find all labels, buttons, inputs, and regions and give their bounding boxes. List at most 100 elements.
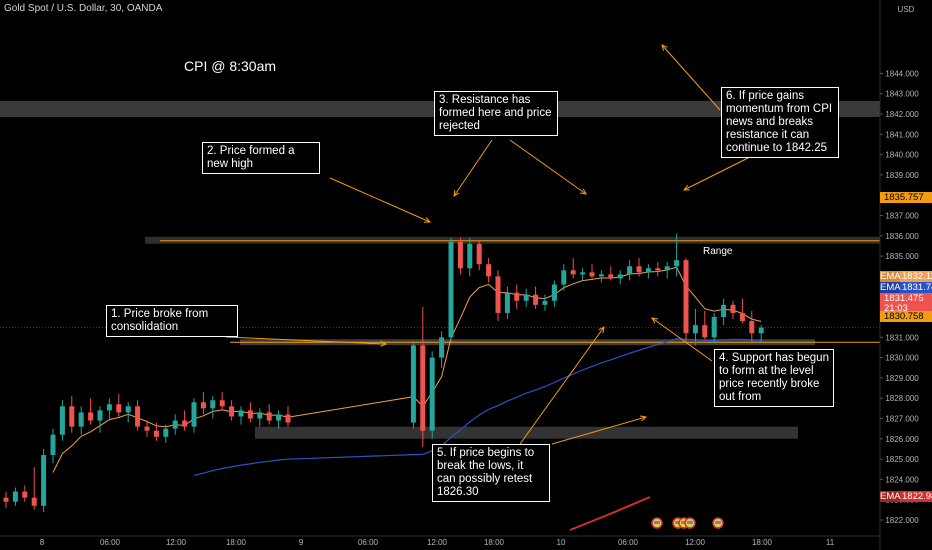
candle [486,258,492,283]
time-tick-label: 8 [40,538,45,547]
candle-body [702,325,708,338]
time-tick-label: 12:00 [427,538,448,547]
candle-body [153,430,159,437]
time-tick-label: 06:00 [358,538,379,547]
candle-body [730,304,736,313]
symbol-title: Gold Spot / U.S. Dollar, 30, OANDA [4,3,163,14]
candle-body [504,292,510,313]
news-flag-icon [684,517,696,529]
candle [551,280,557,307]
candle [41,448,47,512]
candle-body [457,241,463,269]
ema-fast-tag-value: 1832.110 [902,271,932,282]
note-1[interactable]: 1. Price broke from consolidation [106,305,238,337]
candle [172,414,178,435]
note-2[interactable]: 2. Price formed a new high [202,142,320,174]
ema-fast-line [52,266,762,473]
arrow-shaft [519,326,605,445]
arrow-note4 [651,317,713,362]
candle-body [448,241,454,338]
ema-mid-tag-label: EMA [880,282,901,293]
candle [476,239,482,271]
price-tick-label: 1829.000 [885,374,919,383]
news-flag-icon [712,517,724,529]
candle-body [200,402,206,409]
arrow-note2 [329,177,432,223]
candle [589,264,595,279]
candle [22,485,28,502]
candle-body [172,420,178,429]
flag-stripe [675,521,681,524]
candle [144,420,150,437]
candle-body [542,300,548,305]
time-tick-label: 06:00 [100,538,121,547]
candle-body [551,284,557,301]
candle-body [247,410,253,419]
candle-body [495,276,501,313]
candle [495,270,501,322]
candle-body [22,491,28,498]
note-6[interactable]: 6. If price gains momentum from CPI news… [721,87,839,158]
candle [106,398,112,421]
candle-body [589,272,595,277]
candle [420,306,426,447]
arrow-note5a [519,326,605,445]
candle-body [410,345,416,423]
candle-body [645,268,651,273]
event-markers [651,517,724,529]
ema-fast-tag-label: EMA [880,271,901,282]
range-label: Range [703,246,733,257]
price-tick-label: 1837.000 [885,212,919,221]
candle [439,331,445,368]
note-4[interactable]: 4. Support has begun to form at the leve… [714,349,834,407]
price-tick-label: 1825.000 [885,455,919,464]
price-tick-label: 1835.000 [885,252,919,261]
candle-body [608,274,614,279]
candle-body [163,428,169,437]
candle-body [69,406,75,427]
arrow-note6a [661,44,721,111]
candle [702,310,708,340]
candle [97,406,103,433]
candle [31,467,37,510]
arrow-head [640,415,648,422]
candle [664,262,670,279]
candles [3,233,764,512]
candle-body [229,406,235,417]
candle [429,351,435,439]
candle [3,491,9,508]
candle-body [41,455,47,506]
candle-body [598,274,604,277]
flag-stripe [715,521,721,524]
time-tick-label: 9 [299,538,304,547]
candle [721,298,727,326]
arrow-shaft [509,139,587,195]
candle [448,237,454,342]
candle [200,392,206,415]
note-5[interactable]: 5. If price begins to break the lows, it… [432,444,550,502]
candle-body [476,243,482,265]
candle-body [514,292,520,301]
ema-slow-tag: EMA1822.982 [880,491,932,502]
candle-body [97,410,103,421]
candle [247,402,253,423]
note-3[interactable]: 3. Resistance has formed here and price … [434,91,558,136]
candle [598,270,604,283]
candle [219,392,225,411]
ema-slow-line [569,496,651,531]
ema-slow-tag-value: 1822.982 [902,491,932,502]
candle-body [78,412,84,427]
candle-body [674,260,680,267]
candle [523,288,529,307]
time-tick-label: 11 [826,538,835,547]
candle [655,262,661,277]
candle [514,284,520,309]
candle-body [749,321,755,334]
candle [636,258,642,277]
candle [467,237,473,277]
candle-body [664,266,670,271]
candle-body [219,400,225,407]
candle-body [570,270,576,275]
candle [285,406,291,427]
candle-body [59,406,65,435]
